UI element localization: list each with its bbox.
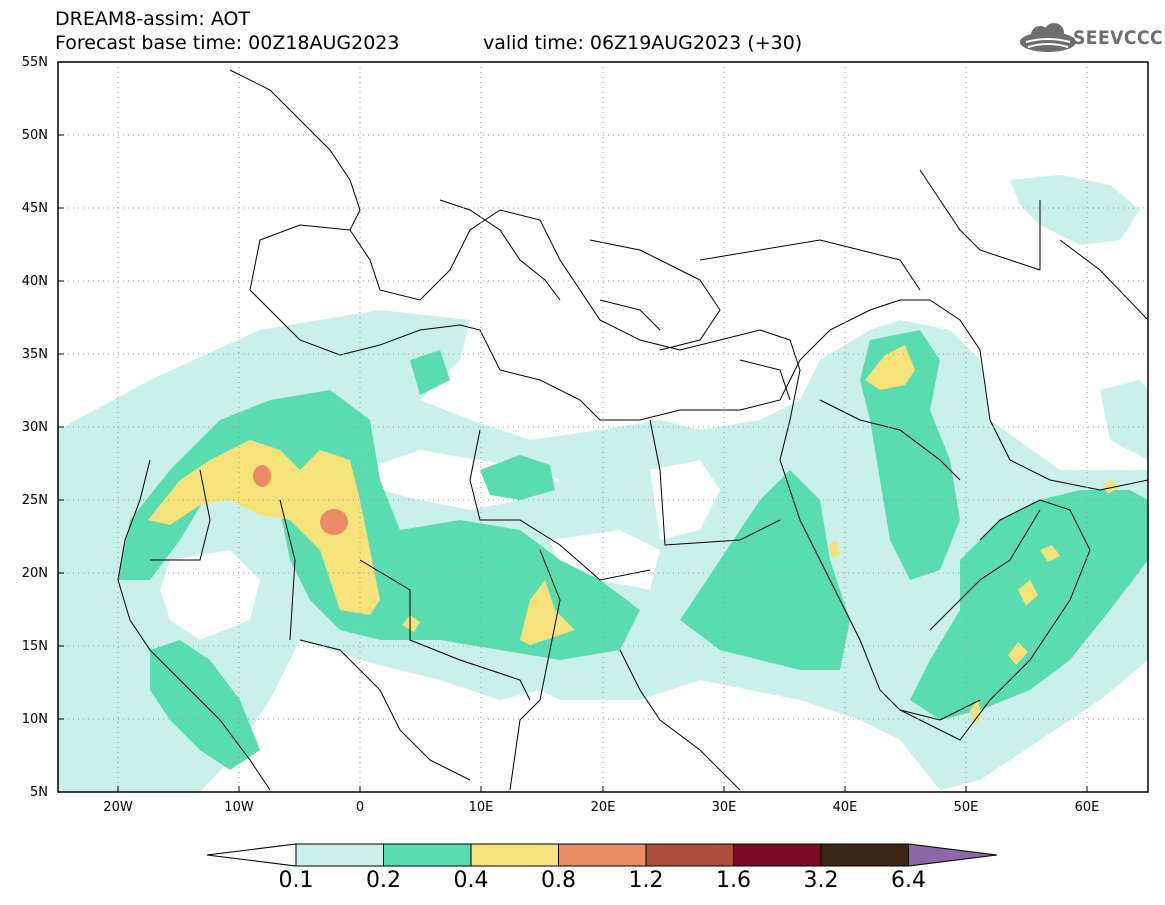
colorbar-swatch-5 [733, 843, 822, 867]
colorbar-swatch-3 [558, 843, 647, 867]
colorbar-label-0.4: 0.4 [453, 868, 489, 893]
lat-label-45n: 45N [21, 201, 48, 216]
colorbar-label-1.2: 1.2 [628, 868, 664, 893]
cloud-logo-icon [1020, 23, 1076, 52]
colorbar-high-arrow [908, 843, 998, 867]
colorbar-label-6.4: 6.4 [891, 868, 926, 893]
lat-label-10n: 10N [21, 712, 48, 727]
lon-label-30e: 30E [711, 800, 737, 815]
lat-label-20n: 20N [21, 566, 48, 581]
colorbar-swatch-1 [383, 843, 472, 867]
colorbar-label-0.1: 0.1 [278, 868, 314, 893]
lat-label-30n: 30N [21, 420, 48, 435]
lon-label-50e: 50E [953, 800, 979, 815]
axis-ticks [58, 61, 1088, 792]
coastlines-borders [117, 69, 1148, 791]
aot-level-0.4 [148, 345, 1118, 724]
colorbar-swatch-6 [820, 843, 909, 867]
lon-label-20w: 20W [103, 800, 133, 815]
chart-title: DREAM8-assim: AOT [55, 8, 251, 30]
lon-label-10e: 10E [468, 800, 494, 815]
lat-label-15n: 15N [21, 639, 48, 654]
colorbar-label-0.8: 0.8 [541, 868, 576, 893]
aot-level-0.8 [253, 465, 348, 535]
colorbar-low-arrow [206, 843, 297, 867]
map-graticule [58, 62, 1148, 792]
lat-label-5n: 5N [30, 785, 48, 800]
colorbar-label-0.2: 0.2 [366, 868, 401, 893]
valid-time: valid time: 06Z19AUG2023 (+30) [483, 32, 803, 54]
lat-label-40n: 40N [21, 274, 48, 289]
lat-label-25n: 25N [21, 493, 48, 508]
lat-label-35n: 35N [21, 347, 48, 362]
lon-label-10w: 10W [224, 800, 254, 815]
lon-label-60e: 60E [1074, 800, 1100, 815]
colorbar-swatch-0 [295, 843, 384, 867]
lat-label-50n: 50N [21, 128, 48, 143]
lat-label-55n: 55N [21, 55, 48, 70]
colorbar-label-1.6: 1.6 [716, 868, 751, 893]
forecast-base-time: Forecast base time: 00Z18AUG2023 [55, 32, 400, 54]
logo-text: SEEVCCC [1073, 27, 1164, 49]
colorbar-swatch-2 [470, 843, 559, 867]
lon-label-0: 0 [355, 800, 365, 815]
colorbar-swatch-4 [645, 843, 734, 867]
lon-label-20e: 20E [590, 800, 616, 815]
colorbar-label-3.2: 3.2 [803, 868, 839, 893]
lon-label-40e: 40E [832, 800, 858, 815]
